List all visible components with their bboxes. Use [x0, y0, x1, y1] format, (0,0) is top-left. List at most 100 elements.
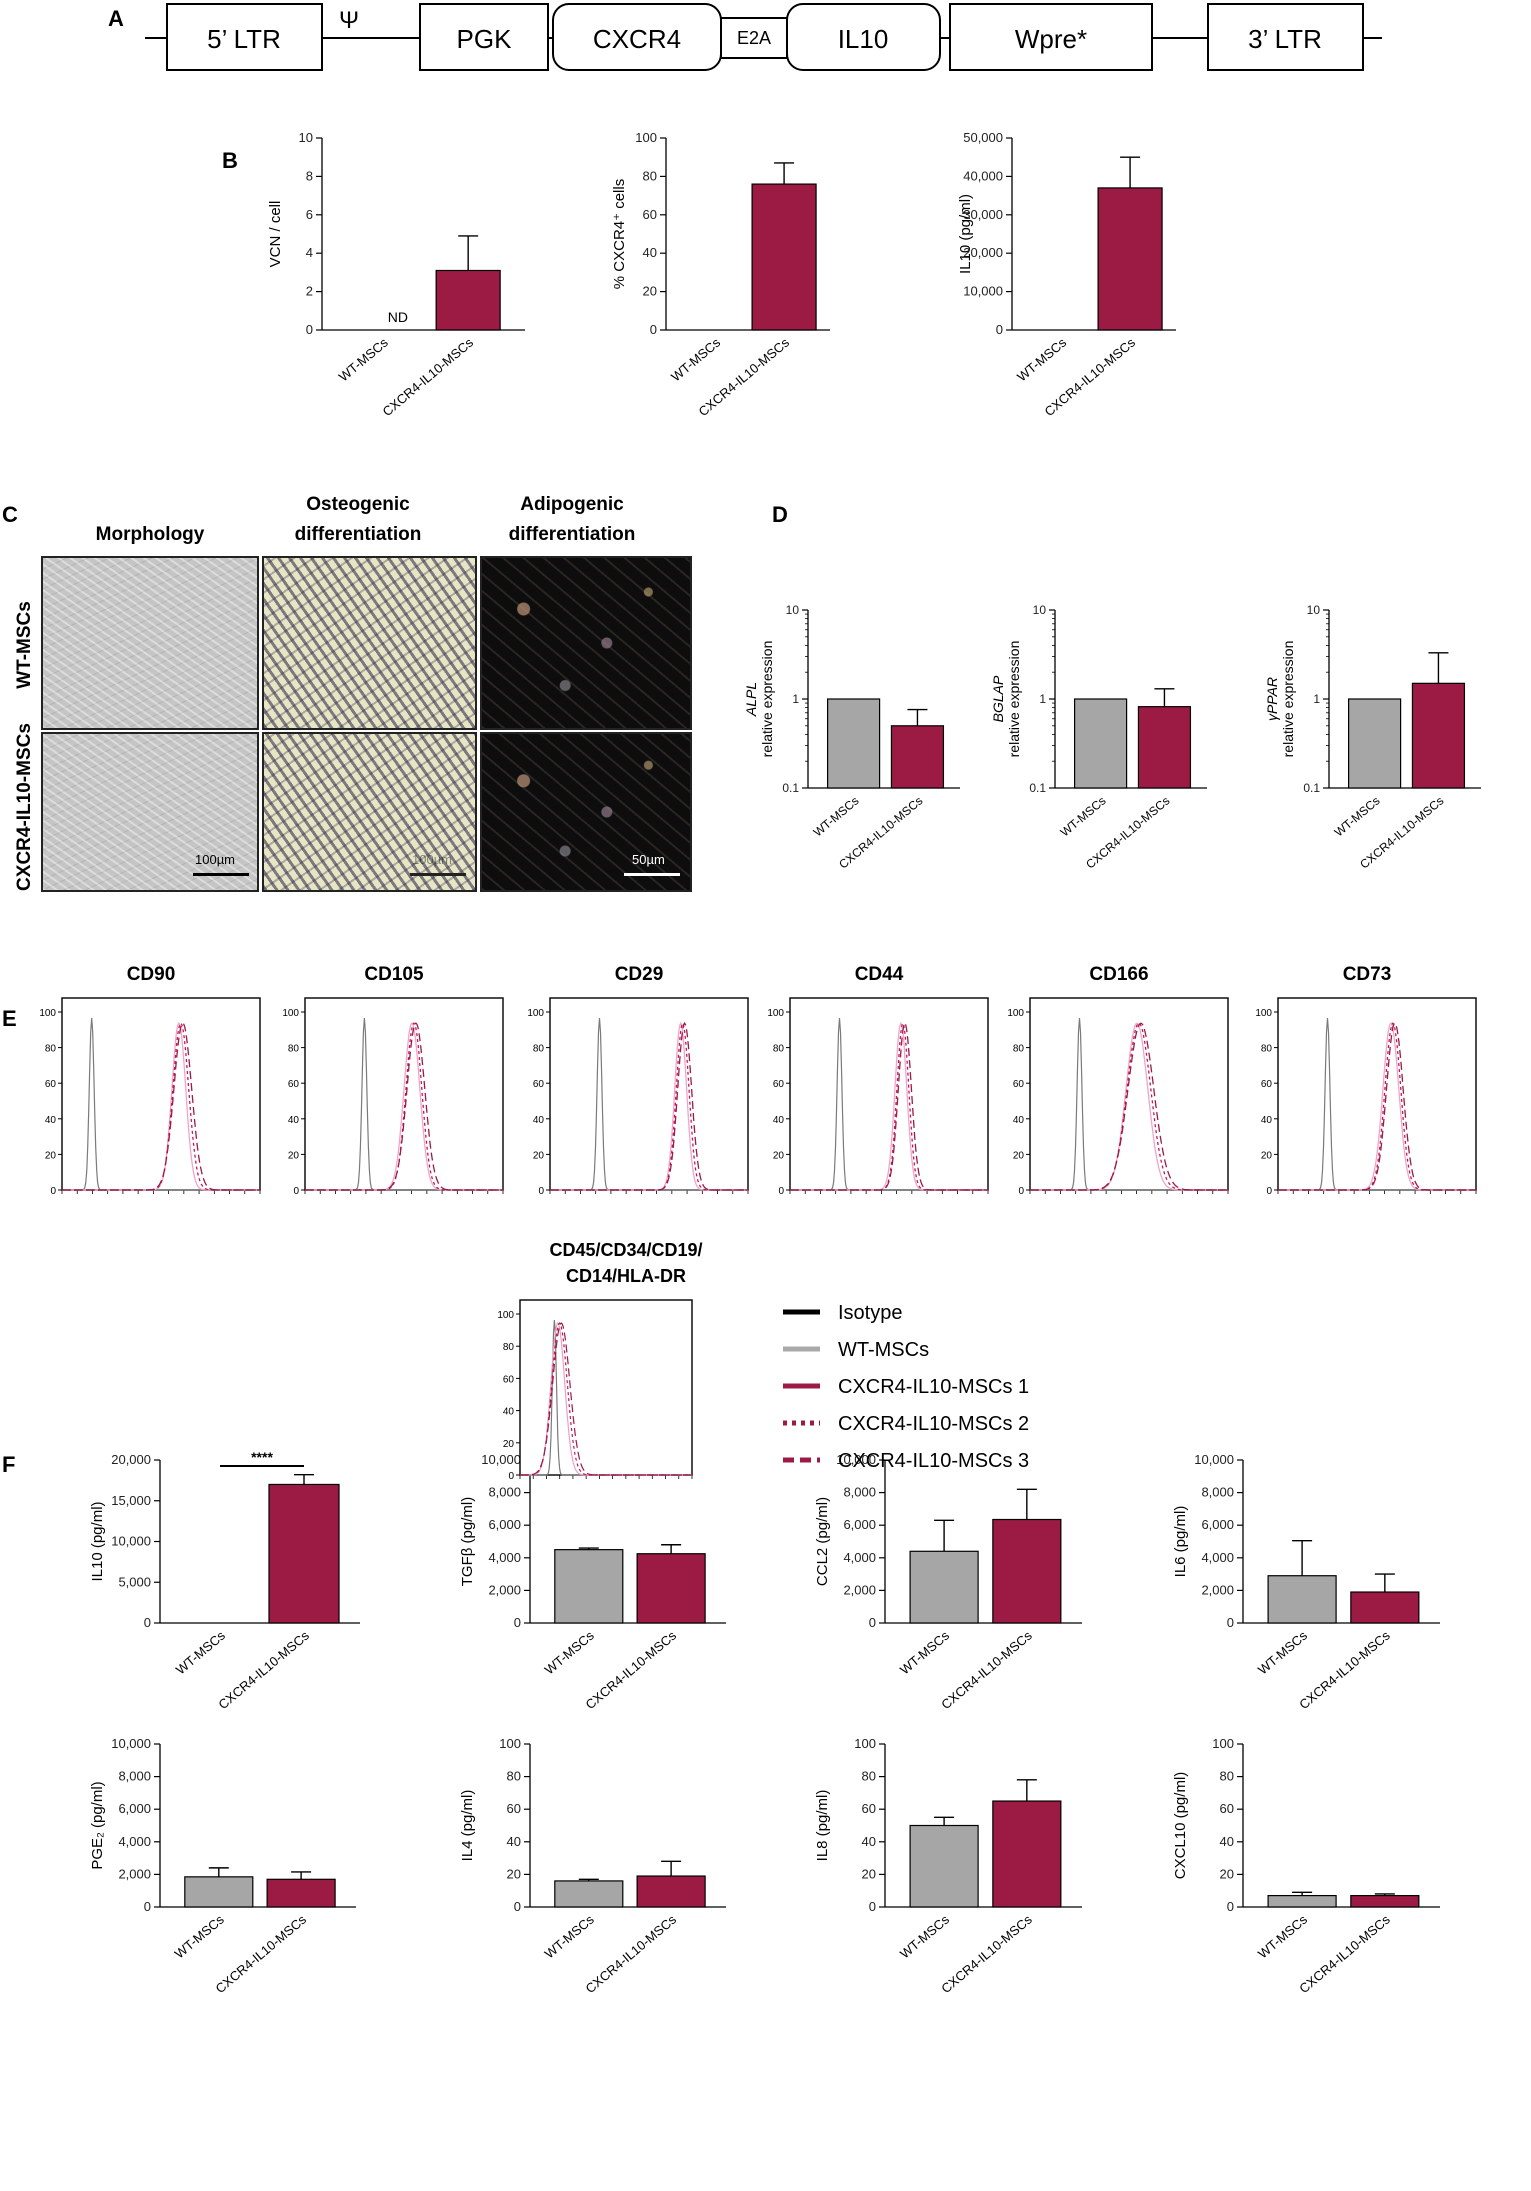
sample-curve: [550, 1021, 748, 1191]
bar: [909, 1550, 979, 1624]
y-tick-label: 40: [45, 1115, 57, 1126]
y-tick-label: 20,000: [111, 1452, 151, 1467]
bar: [266, 1878, 336, 1908]
y-label-gene: γPPAR: [1264, 677, 1280, 721]
y-label: IL8 (pg/ml): [814, 1790, 831, 1862]
construct-psi: Ψ: [339, 7, 359, 34]
y-tick-label: 1: [1313, 692, 1320, 706]
y-tick-label: 60: [507, 1801, 521, 1816]
construct-pgk: PGK: [457, 24, 513, 54]
y-tick-label: 2,000: [118, 1866, 151, 1881]
y-tick-label: 0: [869, 1899, 876, 1914]
y-tick-label: 15,000: [111, 1493, 151, 1508]
bar: [1267, 1575, 1337, 1624]
histogram-frame: [519, 1299, 693, 1476]
scale-bar: [410, 873, 466, 876]
sample-curve: [520, 1322, 692, 1476]
y-tick-label: 100: [282, 1008, 299, 1019]
y-tick-label: 4,000: [843, 1550, 876, 1565]
y-label: IL6 (pg/ml): [1172, 1506, 1189, 1578]
construct-3ltr-box: [1207, 3, 1364, 71]
bar: [554, 1880, 624, 1908]
histogram-7: 0 20 40 60 80 100 CD45/CD34/CD19/CD14/HLA-DR: [497, 1240, 702, 1482]
y-tick-label: 30,000: [963, 207, 1003, 222]
y-tick-label: 10,000: [963, 284, 1003, 299]
y-tick-label: 10,000: [836, 1452, 876, 1467]
y-tick-label: 40: [1220, 1834, 1234, 1849]
bar: [890, 725, 945, 789]
bar: [636, 1553, 706, 1624]
bar: [992, 1518, 1062, 1624]
c-row-label-cxcr4: CXCR4-IL10-MSCs: [14, 723, 35, 891]
y-tick-label: 80: [862, 1769, 876, 1784]
y-tick-label: 20: [288, 1150, 300, 1161]
y-tick-label: 1: [792, 692, 799, 706]
y-label: TGFβ (pg/ml): [459, 1497, 476, 1586]
construct-wpre-box: [949, 3, 1153, 71]
histogram-frame: [789, 997, 989, 1191]
y-tick-label: 20: [1013, 1150, 1025, 1161]
y-tick-label: 5,000: [118, 1574, 151, 1589]
sample-curve: [1278, 1022, 1476, 1191]
histogram-title: CD44: [855, 964, 904, 985]
chart-f4: 0 2,000 4,000 6,000 8,000 10,000 IL6 (pg/ml) WT…: [1172, 1452, 1440, 1712]
panel-label-b: B: [222, 148, 238, 173]
x-tick-label: CXCR4-IL10-MSCs: [380, 334, 477, 419]
y-tick-label: 0: [508, 1471, 514, 1482]
y-tick-label: 60: [1220, 1801, 1234, 1816]
y-tick-label: 50,000: [963, 130, 1003, 145]
histogram-1: 0 20 40 60 80 100 CD90: [39, 964, 261, 1197]
y-tick-label: 4,000: [488, 1550, 521, 1565]
construct-3ltr: 3’ LTR: [1248, 24, 1322, 54]
y-tick-label: 10,000: [111, 1736, 151, 1751]
x-tick-label: WT-MSCs: [542, 1911, 597, 1961]
y-tick-label: 80: [533, 1044, 545, 1055]
legend-label: CXCR4-IL10-MSCs 2: [838, 1413, 1029, 1435]
x-tick-label: WT-MSCs: [897, 1911, 952, 1961]
y-tick-label: 4,000: [118, 1834, 151, 1849]
y-tick-label: 100: [527, 1008, 544, 1019]
bar: [751, 183, 817, 331]
y-tick-label: 10,000: [111, 1534, 151, 1549]
y-tick-label: 20: [1220, 1866, 1234, 1881]
y-label: PGE₂ (pg/ml): [89, 1781, 106, 1869]
y-tick-label: 100: [1212, 1736, 1234, 1751]
y-tick-label: 0: [869, 1615, 876, 1630]
y-tick-label: 40: [643, 245, 657, 260]
y-tick-label: 80: [773, 1044, 785, 1055]
y-tick-label: 2: [306, 284, 313, 299]
histogram-title: CD105: [364, 964, 424, 985]
y-tick-label: 100: [635, 130, 657, 145]
construct-pgk-box: [419, 3, 549, 71]
legend-label: WT-MSCs: [838, 1339, 929, 1361]
histogram-frame: [549, 997, 749, 1191]
legend-label: CXCR4-IL10-MSCs 3: [838, 1450, 1029, 1472]
y-tick-label: 8,000: [488, 1485, 521, 1500]
y-tick-label: 8,000: [118, 1769, 151, 1784]
photo-wt-morphology: [41, 556, 259, 730]
bar: [1097, 187, 1163, 331]
histogram-title: CD166: [1089, 964, 1148, 985]
y-label: CCL2 (pg/ml): [814, 1497, 831, 1586]
y-tick-label: 80: [503, 1342, 515, 1353]
y-tick-label: 8,000: [1201, 1485, 1234, 1500]
y-label: IL10 (pg/ml): [89, 1501, 106, 1581]
y-tick-label: 60: [1013, 1079, 1025, 1090]
construct-5ltr: 5’ LTR: [207, 24, 281, 54]
chart-f1: 0 5,000 10,000 15,000 20,000 IL10 (pg/ml) WT-M…: [89, 1449, 360, 1712]
bar: [1073, 698, 1128, 789]
bar: [435, 269, 501, 331]
bar: [909, 1824, 979, 1908]
x-tick-label: WT-MSCs: [1332, 794, 1383, 840]
x-tick-label: CXCR4-IL10-MSCs: [1296, 1627, 1393, 1712]
y-tick-label: 40: [507, 1834, 521, 1849]
y-tick-label: 80: [1220, 1769, 1234, 1784]
construct-wpre: Wpre*: [1015, 24, 1087, 54]
histogram-6: 0 20 40 60 80 100 CD73: [1255, 964, 1477, 1197]
x-tick-label: CXCR4-IL10-MSCs: [938, 1627, 1035, 1712]
y-tick-label: 20: [533, 1150, 545, 1161]
bar: [992, 1800, 1062, 1908]
x-tick-label: CXCR4-IL10-MSCs: [215, 1627, 312, 1712]
y-tick-label: 40: [1261, 1115, 1273, 1126]
